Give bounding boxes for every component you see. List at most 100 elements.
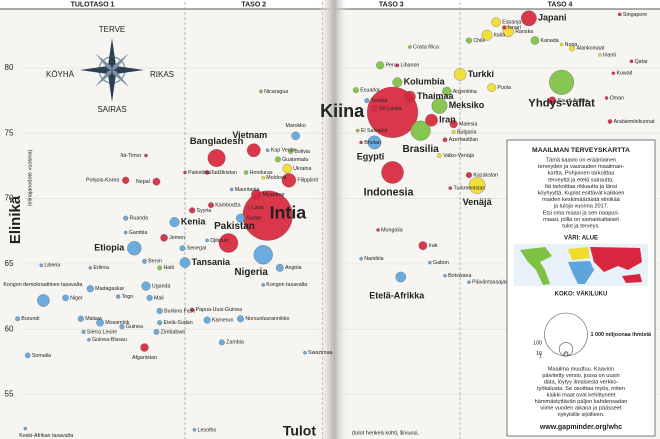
bubble: [408, 45, 412, 49]
country-label: Kazakstan: [473, 172, 498, 178]
bubble: [207, 149, 226, 167]
bubble: [569, 45, 576, 52]
bubble: [259, 89, 263, 94]
bubble: [236, 213, 245, 223]
country-label: Pakistan: [214, 221, 255, 232]
bubble: [189, 207, 196, 214]
country-label: Jemen: [169, 235, 185, 241]
info-text: maasi, joilla on samankaltaiset: [543, 217, 619, 223]
compass-label: KÖYHÄ: [46, 70, 75, 79]
level-label: TULOTASO 1: [71, 1, 115, 8]
info-text: nykyisille sijoilleen.: [558, 412, 605, 418]
country-label: Ruanda: [130, 216, 149, 222]
info-box-frame: [506, 139, 656, 437]
country-label: Zimbabwe: [161, 329, 185, 335]
country-label: Guinea: [126, 324, 143, 330]
bubble: [146, 294, 153, 301]
country-label: Pohjois-Korea: [86, 178, 119, 184]
country-label: Meksiko: [449, 100, 485, 110]
bubble: [604, 96, 609, 100]
compass-point: [112, 70, 129, 87]
info-title: MAAILMAN TERVEYSKARTTA: [532, 147, 630, 154]
country-label: Mauritania: [235, 187, 260, 193]
country-label: Singapore: [623, 12, 647, 18]
country-label: Brasilia: [402, 144, 439, 155]
bubble: [218, 339, 225, 346]
size-legend-label: 10: [536, 351, 542, 357]
bubble: [355, 128, 360, 133]
bubble: [62, 294, 69, 302]
info-text: Itä tarkoittaa rikkautta ja länsi: [545, 184, 617, 190]
bubble: [442, 137, 448, 143]
country-label: Azerbaidžan: [449, 137, 478, 143]
bubble: [265, 148, 270, 153]
country-label: Sudan: [246, 216, 261, 222]
country-label: Puola: [497, 85, 511, 91]
country-label: Filippiinit: [297, 178, 318, 184]
country-label: Gambia: [129, 230, 148, 236]
bubble: [39, 263, 44, 267]
bubble: [449, 120, 458, 129]
size-legend-label: 1 000 miljoonaa ihmistä: [591, 332, 653, 338]
country-label: Guatemala: [282, 157, 308, 163]
level-label: TASO 4: [548, 1, 573, 8]
bubble: [453, 68, 467, 81]
bubble: [190, 307, 195, 312]
country-label: Nigeria: [235, 267, 269, 278]
x-axis-label: Tulot: [283, 423, 317, 439]
country-label: Irlanti: [603, 52, 616, 58]
country-label: Botswana: [448, 273, 471, 279]
country-label: Kambodža: [215, 203, 240, 209]
bubble: [37, 294, 50, 307]
country-label: Malesia: [459, 122, 477, 128]
country-label: Angola: [285, 265, 302, 271]
info-text: terveyden ja vaurauden maailman-: [538, 164, 624, 170]
bubble: [359, 140, 363, 145]
bubble: [81, 329, 86, 334]
country-label: Turkki: [468, 69, 494, 79]
country-label: Keski-Afrikan tasavalta: [19, 433, 73, 439]
info-text: maiden keskimääräistä elinikää: [542, 197, 621, 203]
bubble: [87, 337, 91, 342]
level-label: TASO 2: [241, 1, 266, 8]
country-label: Niger: [70, 295, 83, 301]
country-label: Honduras: [250, 170, 273, 176]
y-axis-sublabel: (elinajanodote vuosina): [27, 149, 33, 206]
bubble: [376, 228, 380, 232]
bubble: [141, 281, 151, 291]
bubble: [431, 97, 448, 114]
country-label: El Salvador: [361, 128, 388, 134]
bubble: [144, 153, 148, 158]
country-label: Namibia: [364, 256, 383, 262]
bubble: [88, 266, 93, 270]
info-text: työkalusta. Se osoittaa myös, miten: [537, 386, 625, 392]
bubble: [281, 173, 297, 188]
country-labels: Somalia Burundi Kongon demokraattinen tasa…: [3, 12, 655, 439]
country-label: Saudi-Arabia: [558, 98, 589, 104]
y-tick-label: 70: [5, 194, 14, 203]
country-label: Itä-Timor: [120, 153, 141, 159]
bubble: [157, 265, 163, 271]
bubble: [451, 130, 456, 134]
country-label: Nepal: [136, 179, 150, 185]
bubble: [77, 315, 84, 322]
bubble: [465, 172, 473, 179]
y-tick-label: 75: [5, 128, 14, 137]
country-label: Kongon demokraattinen tasavalta: [3, 282, 82, 288]
bubble: [443, 273, 447, 278]
country-label: Kongon tasavalta: [266, 282, 307, 288]
info-text: data, löytyy ilmaisesta verkko-: [544, 379, 619, 385]
bubble: [229, 187, 234, 192]
bubble: [253, 245, 273, 265]
country-label: Eritrea: [93, 265, 109, 271]
bubble: [418, 241, 428, 250]
country-label: Tunisia: [371, 98, 388, 104]
country-label: Liberia: [44, 263, 60, 269]
country-label: Egypti: [357, 151, 385, 161]
bubble: [303, 351, 307, 355]
country-label: Syyria: [197, 208, 212, 214]
country-label: Mongolia: [381, 227, 403, 233]
info-box: MAAILMAN TERVEYSKARTTA VÄRI: ALUE KOKO: …: [506, 139, 656, 437]
bubble: [530, 36, 540, 45]
info-text: köyhyyttä. Kuplat esittävät kaikkien: [538, 190, 625, 196]
